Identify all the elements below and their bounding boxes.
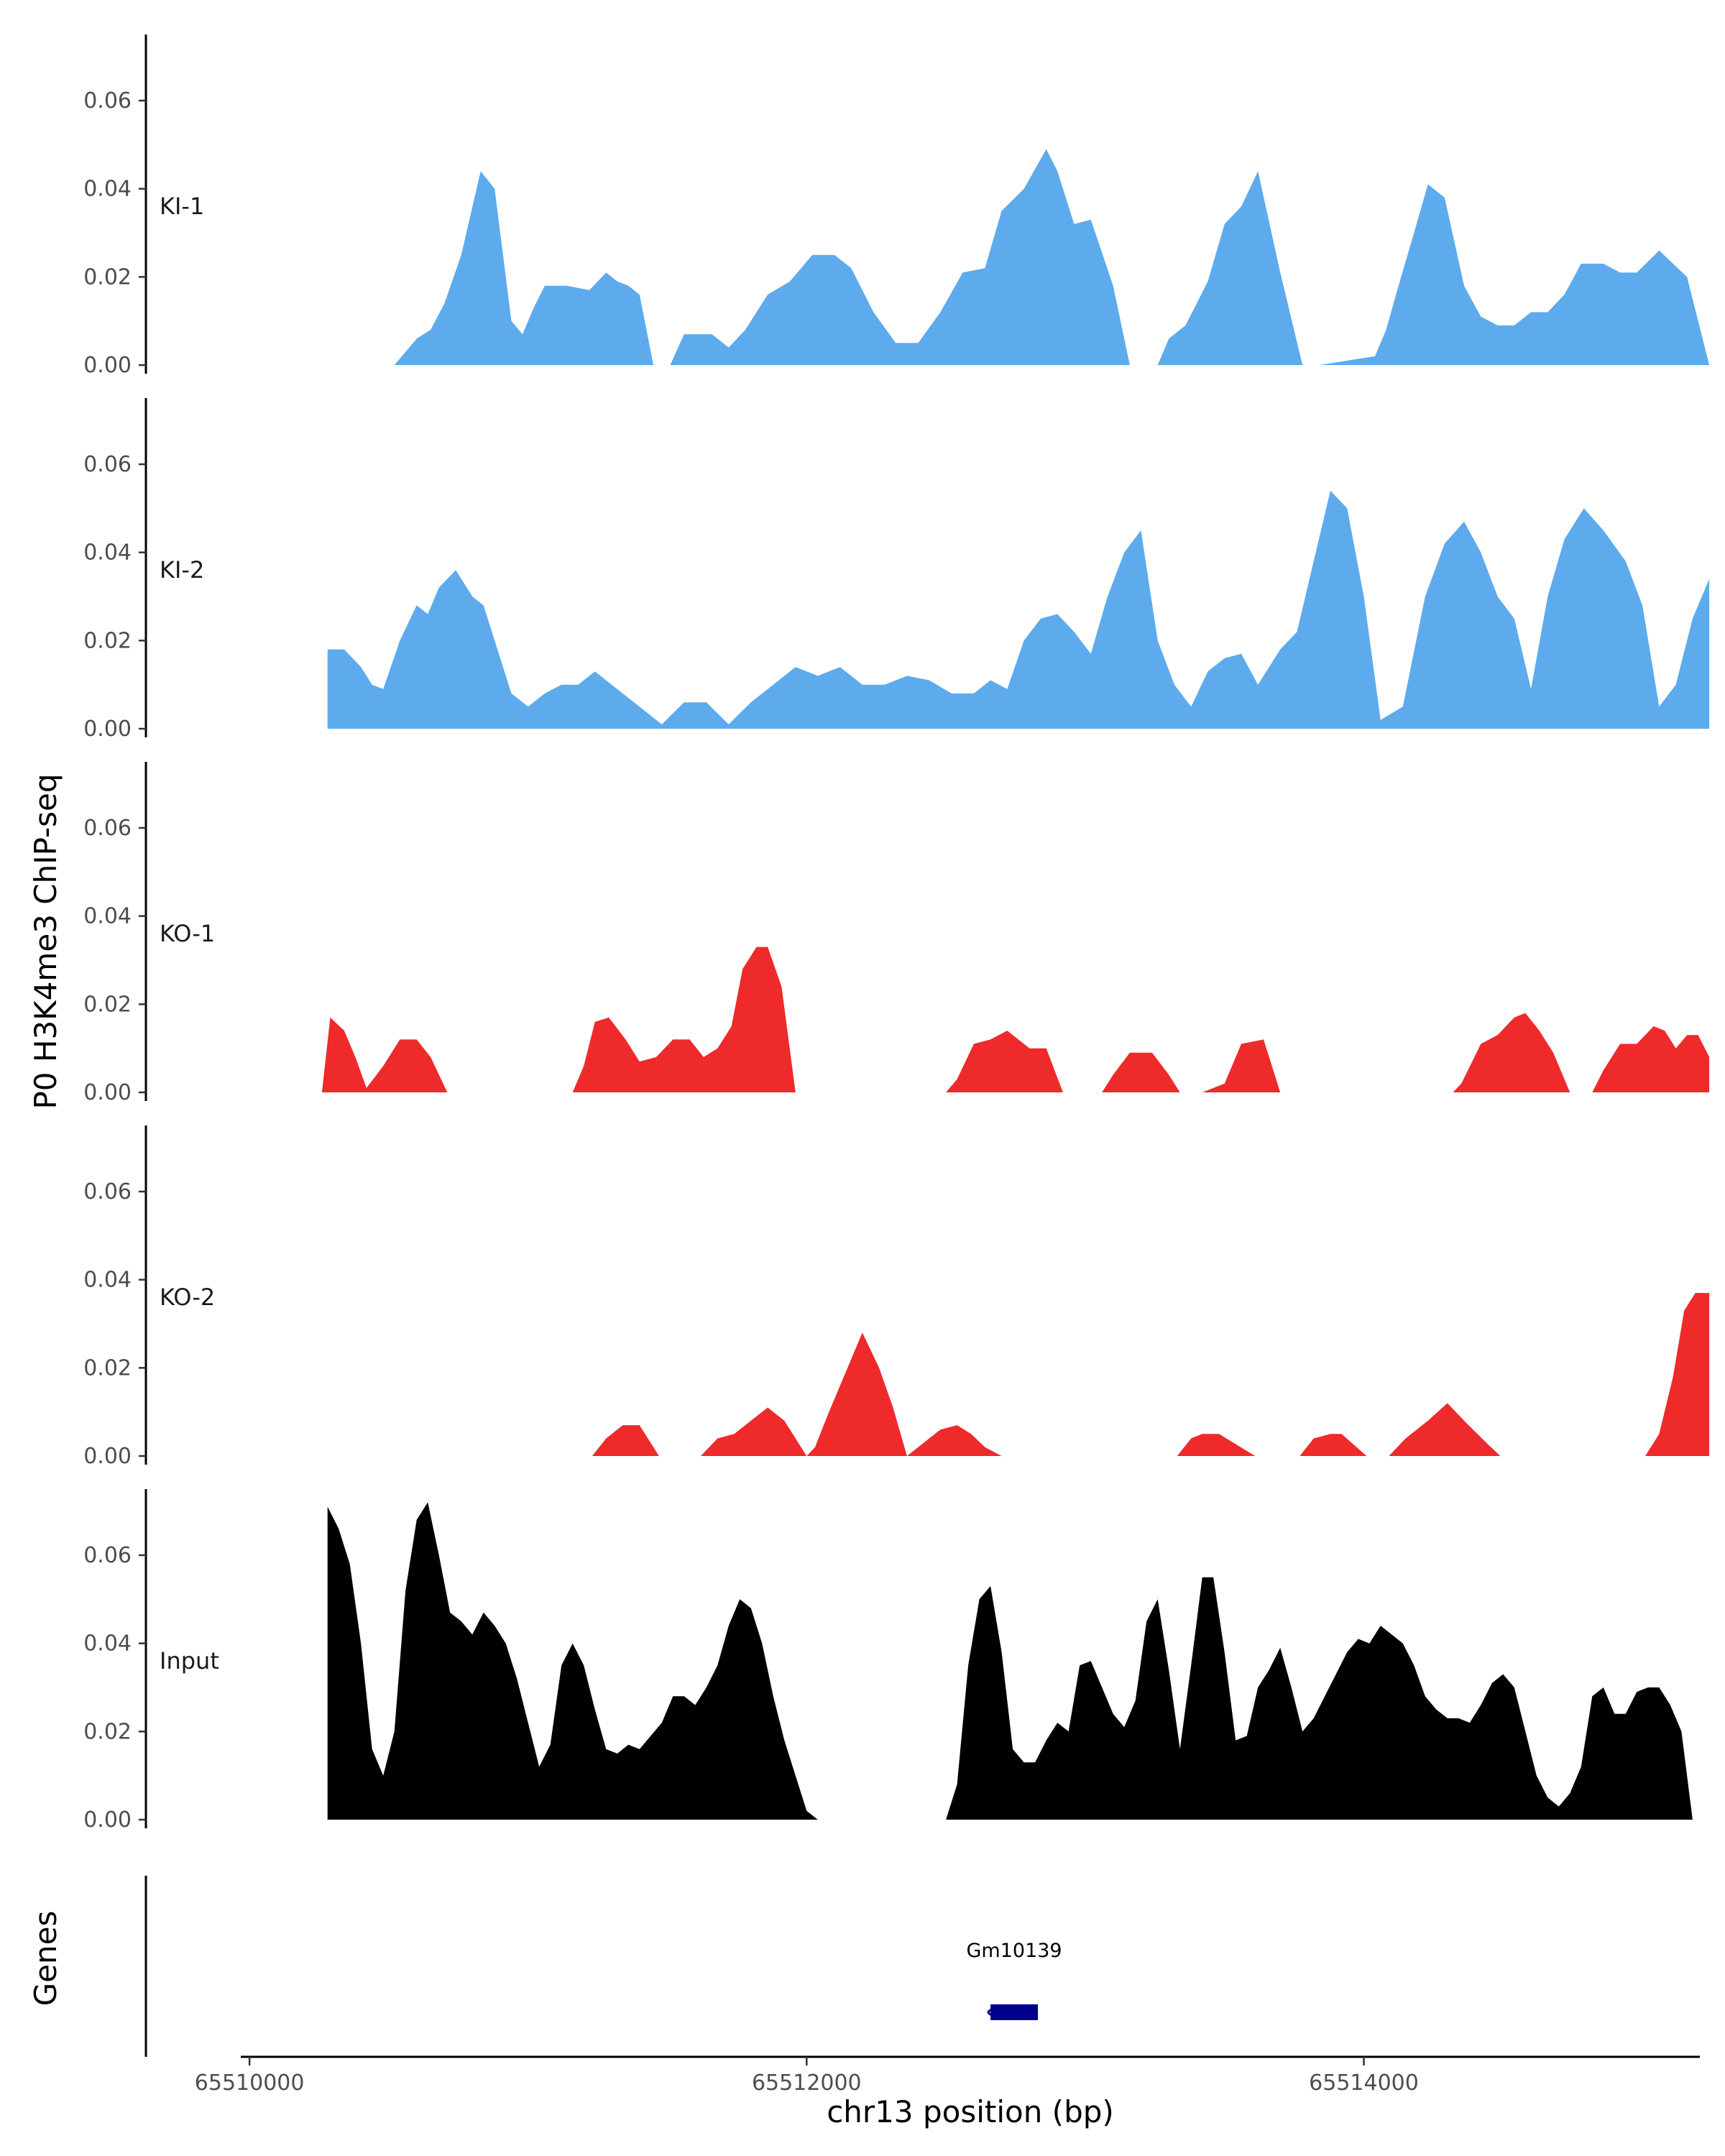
genes-track-title: Genes — [28, 1911, 63, 2007]
track-label: KI-1 — [160, 193, 204, 220]
y-tick-label: 0.04 — [83, 177, 132, 202]
y-tick-label: 0.06 — [83, 88, 132, 114]
x-tick-label: 65514000 — [1309, 2070, 1419, 2096]
y-tick-label: 0.00 — [83, 717, 132, 742]
signal-area — [701, 1332, 1002, 1456]
signal-area — [1177, 1434, 1256, 1456]
signal-area — [572, 946, 796, 1092]
signal-area — [1319, 184, 1710, 365]
y-axis-title: P0 H3K4me3 ChIP-seq — [28, 773, 63, 1109]
signal-area — [1300, 1434, 1367, 1456]
x-axis: 65510000 65512000 65514000 — [195, 2055, 1700, 2096]
y-tick-label: 0.02 — [83, 1719, 132, 1744]
y-tick-label: 0.02 — [83, 1355, 132, 1381]
y-tick-label: 0.04 — [83, 1268, 132, 1293]
track-label: KO-1 — [160, 920, 215, 947]
y-tick-label: 0.02 — [83, 992, 132, 1017]
signal-area — [1592, 1026, 1710, 1092]
track-input: 0.00 0.02 0.04 0.06 Input — [83, 1489, 1693, 1833]
y-tick-label: 0.00 — [83, 1807, 132, 1833]
genes-layer: Gm10139 — [144, 1876, 1062, 2057]
signal-area — [670, 149, 1130, 365]
y-tick-label: 0.00 — [83, 1444, 132, 1469]
signal-area — [1389, 1403, 1501, 1456]
signal-area — [1202, 1039, 1281, 1092]
track-label: KI-2 — [160, 556, 204, 584]
x-axis-title: chr13 position (bp) — [827, 2094, 1114, 2129]
y-tick-label: 0.04 — [83, 904, 132, 929]
signal-area — [946, 1031, 1063, 1092]
track-ki-1: 0.00 0.02 0.04 0.06 KI-1 — [83, 34, 1710, 378]
y-tick-label: 0.00 — [83, 353, 132, 378]
track-ko-1: 0.00 0.02 0.04 0.06 KO-1 — [83, 762, 1710, 1105]
track-ko-2: 0.00 0.02 0.04 0.06 KO-2 — [83, 1125, 1710, 1469]
signal-area — [394, 171, 654, 365]
signal-area — [1453, 1013, 1570, 1092]
signal-area — [1157, 171, 1303, 365]
y-tick-label: 0.04 — [83, 540, 132, 566]
tracks-layer: 0.00 0.02 0.04 0.06 KI-1 0.00 0.02 0.04 0.06 KI-2… — [83, 34, 1710, 1833]
gene-gm10139: Gm10139 — [967, 1940, 1062, 2020]
x-tick-label: 65510000 — [195, 2070, 305, 2096]
y-tick-label: 0.06 — [83, 1179, 132, 1204]
track-ki-2: 0.00 0.02 0.04 0.06 KI-2 — [83, 398, 1710, 742]
y-tick-label: 0.02 — [83, 628, 132, 653]
signal-area — [321, 1017, 448, 1092]
y-tick-label: 0.00 — [83, 1080, 132, 1105]
gene-strand-arrow — [987, 2005, 996, 2019]
signal-area — [1645, 1293, 1710, 1456]
gene-label: Gm10139 — [967, 1940, 1062, 1962]
x-tick-label: 65512000 — [752, 2070, 862, 2096]
signal-area — [946, 1577, 1693, 1820]
y-tick-label: 0.02 — [83, 264, 132, 290]
track-label: Input — [160, 1647, 219, 1674]
signal-area — [1102, 1052, 1180, 1092]
y-tick-label: 0.06 — [83, 1543, 132, 1568]
y-tick-label: 0.06 — [83, 452, 132, 477]
signal-area — [327, 490, 1710, 729]
gene-body — [990, 2004, 1039, 2020]
signal-area — [592, 1425, 659, 1456]
y-tick-label: 0.04 — [83, 1631, 132, 1657]
track-label: KO-2 — [160, 1284, 215, 1311]
signal-area — [327, 1502, 818, 1820]
y-tick-label: 0.06 — [83, 816, 132, 841]
